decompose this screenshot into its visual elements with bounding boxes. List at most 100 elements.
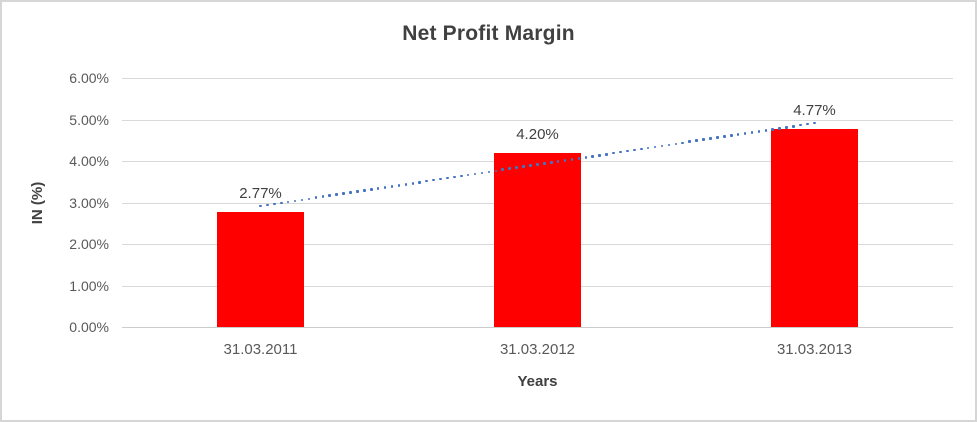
trendline-dot xyxy=(736,133,740,136)
trendline-dot xyxy=(716,136,719,139)
trendline-dot xyxy=(764,129,768,132)
trendline-dot xyxy=(300,198,304,202)
gridline xyxy=(122,119,953,121)
trendline-dot xyxy=(293,199,297,203)
trendline-dot xyxy=(598,153,601,157)
trendline-dot xyxy=(307,197,311,201)
trendline-dot xyxy=(667,143,671,147)
trendline-dot xyxy=(681,141,685,145)
y-tick-label: 1.00% xyxy=(69,277,109,294)
category-label: 31.03.2011 xyxy=(223,341,298,358)
trendline-dot xyxy=(536,163,539,166)
trendline-dot xyxy=(577,157,581,160)
trendline-dot xyxy=(363,189,366,192)
trendline-dot xyxy=(508,167,511,171)
trendline-dot xyxy=(639,147,643,151)
trendline-dot xyxy=(418,180,422,184)
trendline-dot xyxy=(487,170,491,174)
trendline-dot xyxy=(376,187,380,190)
category-label: 31.03.2012 xyxy=(499,341,576,358)
trendline-dot xyxy=(674,142,678,146)
trendline-dot xyxy=(799,123,802,127)
y-tick-label: 3.00% xyxy=(69,194,109,211)
gridline xyxy=(122,78,953,79)
trendline-dot xyxy=(446,176,449,180)
trendline-dot xyxy=(349,191,352,194)
trendline-dot xyxy=(702,138,705,141)
trendline-dot xyxy=(660,144,664,148)
trendline-dot xyxy=(570,158,574,161)
trendline-dot xyxy=(605,152,608,156)
trendline-dot xyxy=(369,188,373,191)
trendline-dot xyxy=(279,201,283,205)
trendline-dot xyxy=(432,178,435,182)
trendline-dot xyxy=(626,149,629,153)
bar xyxy=(494,152,581,327)
trendline-dot xyxy=(404,183,408,186)
trendline-dot xyxy=(411,181,415,185)
trendline-dot xyxy=(286,200,290,204)
trendline-dot xyxy=(619,150,622,154)
trendline-dot xyxy=(425,179,428,183)
bar-value-label: 4.20% xyxy=(516,125,559,143)
bar-value-label: 2.77% xyxy=(239,185,282,203)
x-axis-title: Years xyxy=(517,373,558,390)
trendline-dot xyxy=(806,122,809,126)
trendline-dot xyxy=(383,186,387,189)
trendline-dot xyxy=(328,194,332,198)
plot-area xyxy=(122,78,953,328)
bar xyxy=(217,212,304,327)
trendline-dot xyxy=(709,137,712,140)
trendline-dot xyxy=(390,185,394,188)
trendline-dot xyxy=(757,130,761,133)
category-label: 31.03.2013 xyxy=(776,341,853,358)
trendline-dot xyxy=(750,131,754,134)
trendline-dot xyxy=(688,140,691,144)
trendline-dot xyxy=(459,174,463,178)
trendline-dot xyxy=(466,173,470,177)
trendline-dot xyxy=(501,168,505,172)
chart-title: Net Profit Margin xyxy=(402,22,575,45)
trendline-dot xyxy=(342,192,345,195)
y-tick-label: 0.00% xyxy=(69,319,109,335)
trendline-dot xyxy=(453,175,456,179)
trendline-dot xyxy=(612,151,615,155)
bar xyxy=(771,129,858,327)
trendline-dot xyxy=(494,169,498,173)
trendline-dot xyxy=(314,196,318,200)
trendline-dot xyxy=(584,156,588,159)
trendline-dot xyxy=(397,184,401,187)
trendline-dot xyxy=(321,195,325,199)
trendline-dot xyxy=(633,148,636,152)
trendline-dot xyxy=(591,155,595,158)
gridline xyxy=(122,327,953,328)
y-tick-label: 4.00% xyxy=(69,153,109,169)
trendline-dot xyxy=(522,165,525,168)
trendline-dot xyxy=(743,132,747,135)
trendline-dot xyxy=(356,190,359,193)
trendline-dot xyxy=(785,125,788,129)
trendline-dot xyxy=(695,139,698,143)
trendline-dot xyxy=(646,146,650,150)
trendline-dot xyxy=(723,135,726,138)
trendline-dot xyxy=(792,124,795,128)
trendline-dot xyxy=(273,202,276,206)
trendline-dot xyxy=(515,166,518,169)
trendline-dot xyxy=(259,204,262,208)
trendline-dot xyxy=(813,121,816,125)
trendline-dot xyxy=(266,203,269,207)
trendline-dot xyxy=(653,145,657,149)
trendline-dot xyxy=(563,159,567,162)
trendline-dot xyxy=(529,164,532,167)
trendline-dot xyxy=(729,134,733,137)
trendline-dot xyxy=(480,171,484,175)
y-tick-label: 5.00% xyxy=(69,111,109,128)
trendline-dot xyxy=(556,160,560,163)
trendline-dot xyxy=(778,127,781,130)
bar-value-label: 4.77% xyxy=(793,102,836,120)
y-tick-label: 6.00% xyxy=(69,70,109,86)
trendline-dot xyxy=(439,177,442,181)
trendline-dot xyxy=(543,162,546,165)
trendline-dot xyxy=(549,161,553,164)
